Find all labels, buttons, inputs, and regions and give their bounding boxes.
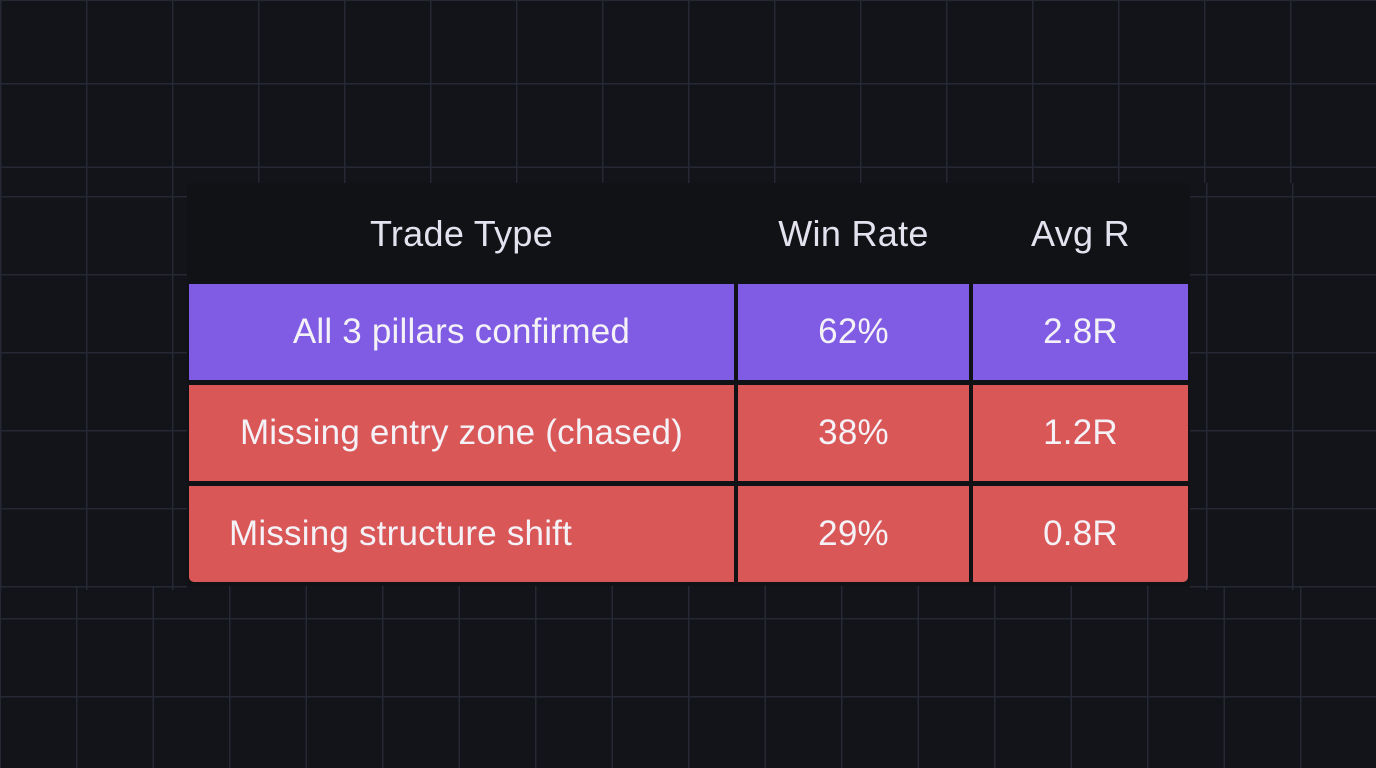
background-grid-right: [1190, 183, 1376, 590]
trade-stats-panel: Trade Type Win Rate Avg R All 3 pillars …: [187, 183, 1190, 586]
background-grid-bottom: [0, 586, 1376, 768]
cell-win-rate: 38%: [738, 385, 969, 481]
table-row: Missing structure shift 29% 0.8R: [189, 486, 1188, 582]
column-header-win-rate: Win Rate: [778, 212, 929, 254]
background-grid-left: [0, 183, 187, 590]
column-header-avg-r: Avg R: [1031, 212, 1130, 254]
table-row: All 3 pillars confirmed 62% 2.8R: [189, 284, 1188, 380]
cell-trade-type: Missing structure shift: [189, 486, 734, 582]
cell-avg-r: 2.8R: [973, 284, 1188, 380]
cell-trade-type: Missing entry zone (chased): [189, 385, 734, 481]
cell-win-rate: 62%: [738, 284, 969, 380]
cell-trade-type: All 3 pillars confirmed: [189, 284, 734, 380]
trade-stats-table: Trade Type Win Rate Avg R All 3 pillars …: [189, 183, 1188, 582]
cell-avg-r: 0.8R: [973, 486, 1188, 582]
cell-avg-r: 1.2R: [973, 385, 1188, 481]
column-header-trade-type: Trade Type: [369, 212, 554, 254]
table-row: Missing entry zone (chased) 38% 1.2R: [189, 385, 1188, 481]
cell-win-rate: 29%: [738, 486, 969, 582]
table-header-row: Trade Type Win Rate Avg R: [189, 183, 1188, 284]
background-grid-top: [0, 0, 1376, 183]
